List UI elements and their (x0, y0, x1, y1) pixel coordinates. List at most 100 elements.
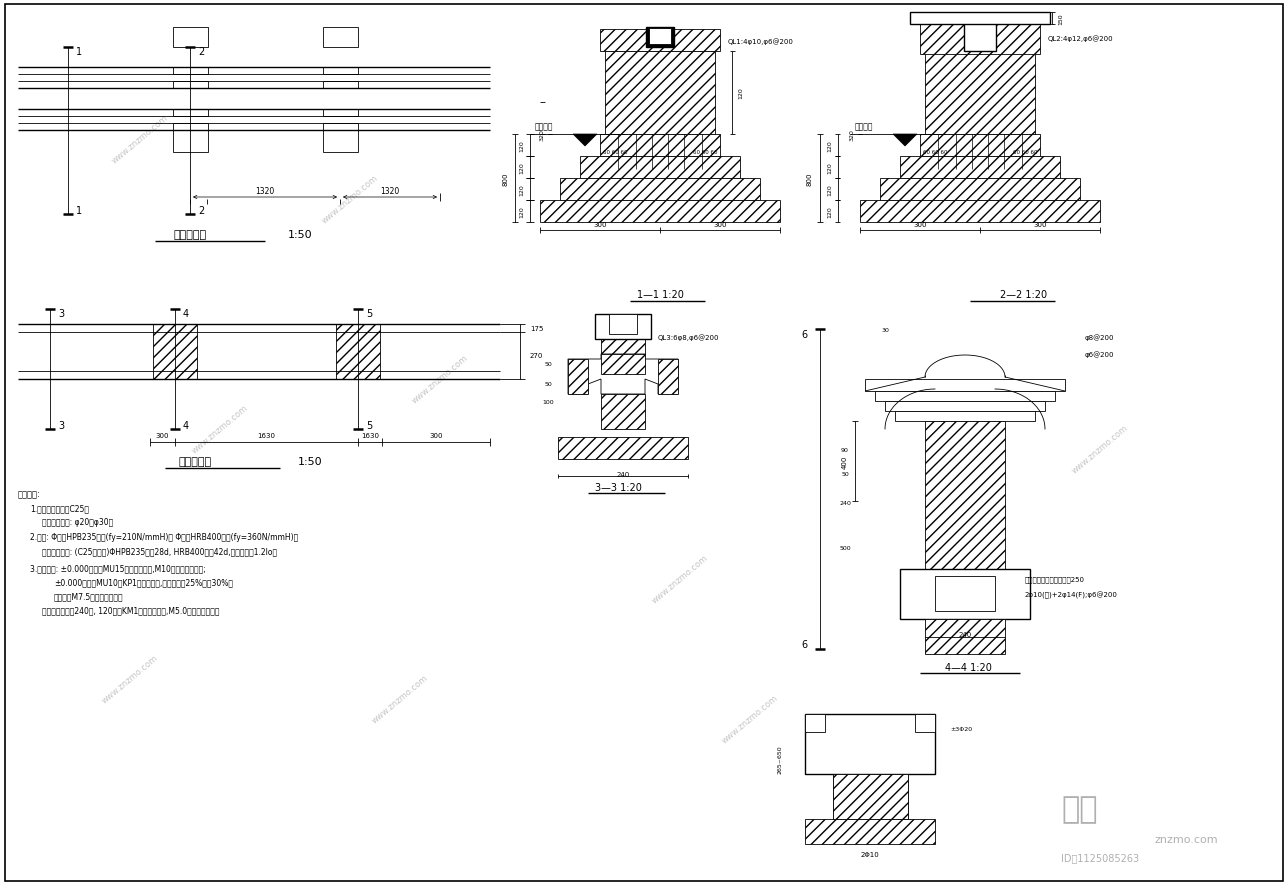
Bar (895, 411, 1036, 422)
Text: 90: 90 (841, 447, 849, 452)
Text: 100: 100 (542, 400, 554, 405)
Text: 300: 300 (714, 222, 726, 228)
Bar (601, 316, 645, 354)
Text: 240: 240 (617, 471, 630, 478)
Text: 6: 6 (801, 330, 808, 339)
Text: www.znzmo.com: www.znzmo.com (321, 174, 380, 226)
Bar (336, 324, 380, 379)
Text: 4: 4 (183, 308, 189, 319)
Text: ID：1125085263: ID：1125085263 (1061, 852, 1139, 862)
Bar (323, 124, 358, 131)
Bar (540, 201, 781, 222)
Text: 50: 50 (544, 382, 551, 387)
Text: znzmo.com: znzmo.com (1155, 834, 1218, 844)
Bar (805, 714, 826, 732)
Text: 门过梁，围墙梁长度大于250: 门过梁，围墙梁长度大于250 (1025, 576, 1084, 583)
Bar (860, 201, 1100, 222)
Text: 120: 120 (827, 140, 832, 152)
Text: ±0.000以上为MU10级KP1承重多孔砖,孔洞率大于25%小与30%。: ±0.000以上为MU10级KP1承重多孔砖,孔洞率大于25%小与30%。 (54, 578, 233, 587)
Bar (153, 324, 197, 379)
Bar (880, 179, 1081, 201)
Text: www.znzmo.com: www.znzmo.com (650, 554, 710, 605)
Text: 400: 400 (842, 455, 848, 468)
Text: 300: 300 (429, 432, 443, 439)
Bar (173, 28, 207, 48)
Bar (323, 28, 358, 48)
Bar (173, 68, 207, 75)
Text: QL1:4φ10,φ6@200: QL1:4φ10,φ6@200 (728, 39, 793, 45)
Bar (605, 52, 715, 135)
Text: 50: 50 (841, 472, 849, 477)
Text: φ6@200: φ6@200 (1084, 351, 1114, 358)
Text: 基础平面图: 基础平面图 (174, 229, 206, 240)
Text: 500: 500 (840, 545, 851, 550)
Text: 300: 300 (594, 222, 607, 228)
Bar (580, 157, 741, 179)
Text: 320: 320 (540, 129, 545, 141)
Bar (920, 25, 1039, 55)
Bar (600, 30, 720, 52)
Text: 1—1 1:20: 1—1 1:20 (636, 290, 684, 299)
Bar (805, 714, 935, 774)
Text: 300: 300 (156, 432, 169, 439)
Text: 30: 30 (881, 327, 889, 332)
Text: www.znzmo.com: www.znzmo.com (410, 354, 470, 406)
Bar (911, 13, 1050, 25)
Text: 320: 320 (850, 129, 854, 141)
Text: 1320: 1320 (380, 186, 399, 195)
Text: 1:50: 1:50 (298, 456, 322, 466)
Text: 4: 4 (183, 421, 189, 431)
Bar (173, 124, 207, 131)
Text: 1320: 1320 (255, 186, 274, 195)
Text: 2Φ10: 2Φ10 (860, 851, 880, 857)
Text: 4—4 1:20: 4—4 1:20 (945, 662, 992, 672)
Bar (609, 315, 638, 335)
Text: www.znzmo.com: www.znzmo.com (1070, 424, 1130, 476)
Text: 1.混凝土强度等级C25。: 1.混凝土强度等级C25。 (30, 503, 89, 512)
Text: φ8@200: φ8@200 (1084, 334, 1114, 341)
Text: 2φ10(上)+2φ14(F);φ6@200: 2φ10(上)+2φ14(F);φ6@200 (1025, 591, 1118, 598)
Bar (173, 131, 207, 152)
Text: 300: 300 (913, 222, 927, 228)
Bar (866, 379, 1065, 392)
Text: QL3:6φ8,φ6@200: QL3:6φ8,φ6@200 (658, 334, 720, 341)
Text: www.znzmo.com: www.znzmo.com (191, 403, 250, 455)
Bar (900, 570, 1030, 619)
Bar (914, 714, 935, 732)
Text: 240: 240 (958, 632, 971, 637)
Text: 2: 2 (198, 206, 205, 216)
Text: 混凝土保护层: φ20，φ30。: 混凝土保护层: φ20，φ30。 (43, 517, 113, 526)
Bar (875, 392, 1055, 401)
Text: 5: 5 (366, 421, 372, 431)
Bar (963, 24, 996, 52)
Bar (323, 131, 358, 152)
Text: 室外标高: 室外标高 (535, 122, 554, 131)
Bar (595, 315, 650, 339)
Text: 顶部平面图: 顶部平面图 (179, 456, 211, 466)
Text: www.znzmo.com: www.znzmo.com (720, 693, 779, 745)
Text: 300: 300 (1033, 222, 1047, 228)
Text: 800: 800 (808, 172, 813, 185)
Text: 5: 5 (366, 308, 372, 319)
Text: 1: 1 (76, 206, 82, 216)
Bar (925, 422, 1005, 570)
Text: 6: 6 (801, 640, 808, 649)
Bar (647, 28, 674, 48)
Bar (323, 68, 358, 75)
Bar (805, 819, 935, 844)
Bar (173, 110, 207, 117)
Text: 3: 3 (58, 308, 64, 319)
Text: 265~650: 265~650 (778, 745, 783, 773)
Bar (935, 577, 996, 611)
Polygon shape (568, 354, 677, 394)
Text: 120: 120 (519, 184, 524, 196)
Text: 120: 120 (738, 88, 743, 99)
Bar (900, 157, 1060, 179)
Text: www.znzmo.com: www.znzmo.com (100, 653, 160, 705)
Text: 120: 120 (827, 206, 832, 218)
Bar (601, 394, 645, 430)
Text: 60 60 60: 60 60 60 (603, 151, 627, 155)
Text: QL2:4φ12,φ6@200: QL2:4φ12,φ6@200 (1048, 35, 1114, 43)
Bar (833, 774, 908, 819)
Polygon shape (573, 135, 598, 147)
